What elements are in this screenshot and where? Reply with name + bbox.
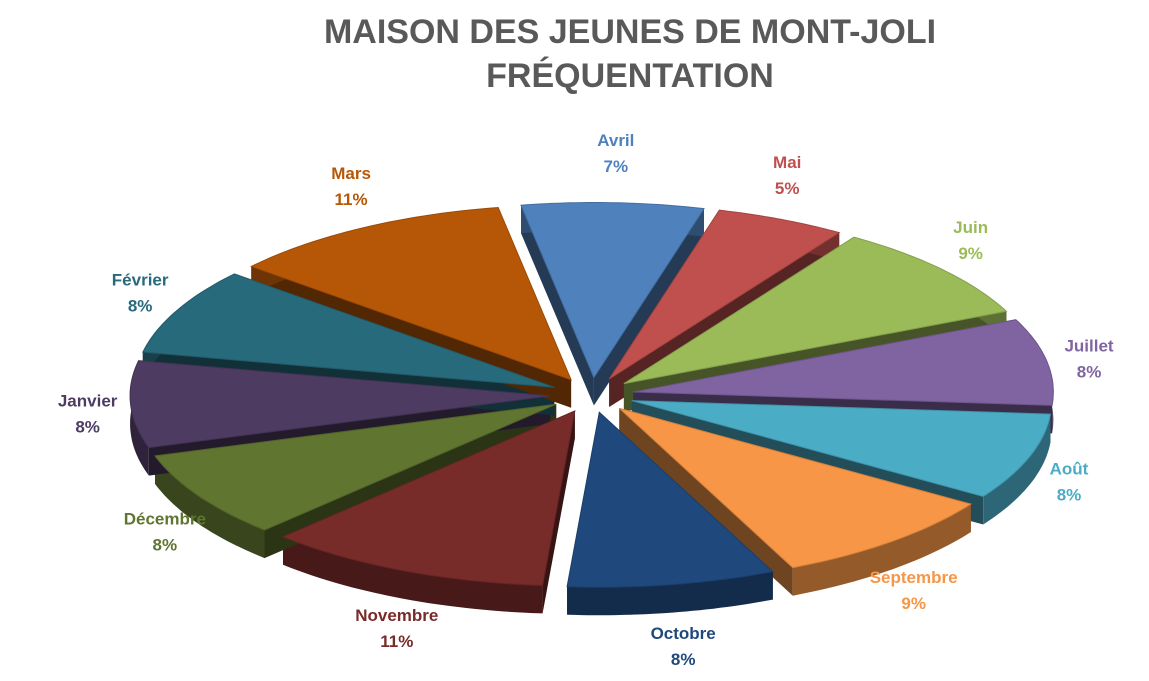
slice (618, 407, 973, 569)
chart-title: FRÉQUENTATION (486, 57, 774, 95)
category-label: Janvier (58, 392, 118, 411)
slice (154, 403, 557, 531)
chart-title: MAISON DES JEUNES DE MONT-JOLI (324, 13, 936, 51)
slice (608, 209, 841, 380)
category-label: Septembre (870, 568, 958, 587)
value-label: 7% (604, 157, 629, 176)
value-label: 5% (775, 179, 800, 198)
category-label: Juin (953, 218, 988, 237)
value-label: 8% (671, 650, 696, 669)
value-label: 8% (75, 418, 100, 437)
slice (142, 273, 555, 388)
slice-side (283, 536, 543, 614)
category-label: Novembre (355, 606, 438, 625)
slice-side (792, 504, 971, 596)
slice-edge (593, 208, 704, 406)
value-label: 8% (153, 536, 178, 555)
value-label: 8% (128, 297, 153, 316)
slice-side (155, 455, 265, 559)
value-label: 8% (1077, 362, 1102, 381)
value-label: 9% (958, 244, 983, 263)
slice-tops (129, 202, 1054, 588)
slice (566, 411, 774, 588)
category-label: Juillet (1064, 336, 1113, 355)
value-label: 9% (901, 594, 926, 613)
slice (631, 400, 1052, 498)
slice (520, 202, 705, 379)
slice-edge (521, 205, 594, 406)
slice-side (567, 571, 773, 616)
slice (281, 410, 576, 586)
category-label: Février (112, 271, 169, 290)
category-label: Avril (597, 131, 634, 150)
category-label: Août (1050, 460, 1089, 479)
category-label: Mai (773, 153, 801, 172)
labels: Avril 7% Mai 5% Juin 9% Juillet 8% Août 8% Septemb… (58, 131, 1114, 669)
slice-edge (542, 411, 575, 614)
value-label: 8% (1057, 486, 1082, 505)
slice (249, 206, 573, 381)
slice (129, 360, 551, 449)
slice (633, 319, 1054, 406)
slice (623, 236, 1008, 385)
category-label: Décembre (124, 510, 206, 529)
category-label: Mars (331, 164, 371, 183)
category-label: Octobre (651, 624, 716, 643)
slice-edge (619, 408, 793, 596)
slice-side (983, 414, 1051, 525)
value-label: 11% (335, 190, 368, 209)
value-label: 11% (380, 632, 413, 651)
